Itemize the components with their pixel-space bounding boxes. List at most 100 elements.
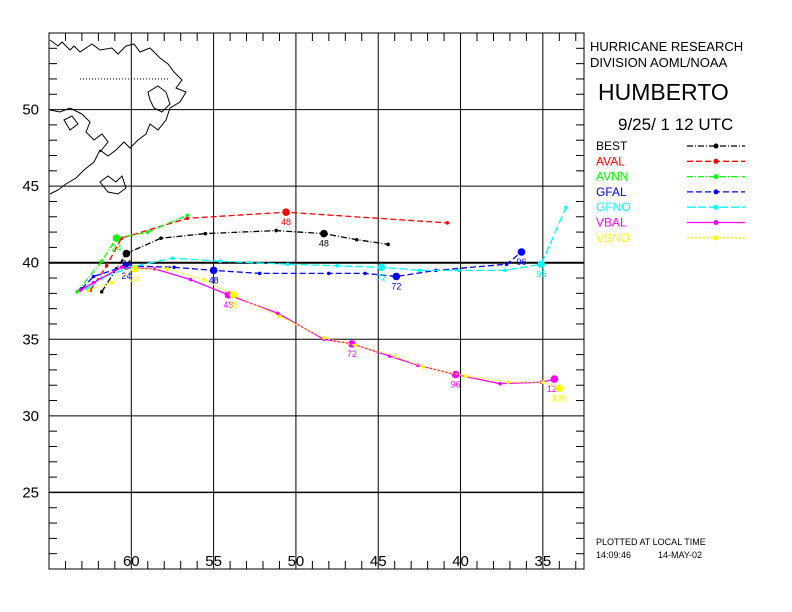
forecast-hour-marker	[550, 375, 559, 383]
series-avnn: 24	[75, 213, 190, 294]
forecast-hour-label: 24	[130, 274, 140, 284]
track-point	[257, 271, 262, 276]
track-point	[274, 228, 278, 233]
forecast-hour-label: 72	[391, 281, 401, 291]
track-point	[498, 381, 502, 386]
track-point	[104, 263, 109, 268]
x-tick-label: 45	[370, 553, 387, 570]
forecast-hour-marker	[209, 266, 218, 275]
track-point	[185, 216, 190, 221]
org-line-1: HURRICANE RESEARCH	[590, 39, 743, 54]
track-point	[564, 205, 568, 210]
track-point	[203, 231, 208, 236]
legend-marker-best	[713, 143, 719, 149]
track-point	[355, 237, 359, 242]
y-tick-label: 25	[22, 484, 39, 501]
track-point	[152, 267, 157, 271]
series-vbno: 24 48 120	[86, 265, 567, 403]
grid	[48, 32, 585, 570]
legend-marker-aval	[713, 158, 719, 164]
legend-label-vbno: VBNO	[596, 231, 630, 245]
track-point	[335, 263, 339, 268]
legend-label-gfno: GFNO	[596, 200, 631, 214]
track-point	[185, 213, 190, 218]
forecast-hour-marker	[130, 265, 139, 273]
forecast-hour-label: 72	[377, 272, 387, 282]
track-point	[457, 268, 461, 273]
track-point	[327, 271, 331, 276]
track-point	[75, 290, 79, 294]
track-line-aval	[89, 211, 448, 291]
init-time: 9/25/ 1 12 UTC	[618, 115, 733, 134]
y-tick-label: 50	[22, 102, 39, 119]
forecast-hour-label: 48	[281, 217, 291, 227]
track-point	[276, 311, 280, 316]
forecast-hour-label: 24	[111, 243, 121, 253]
track-point	[188, 277, 193, 282]
legend-label-vbal: VBAL	[596, 216, 627, 230]
series-aval: 48	[88, 208, 450, 293]
forecast-hour-label: 48	[228, 300, 238, 310]
x-tick-label: 40	[452, 553, 469, 570]
track-point	[86, 288, 91, 293]
track-point	[353, 343, 357, 348]
track-point	[159, 236, 163, 241]
forecast-hour-label: 96	[451, 380, 461, 390]
forecast-hour-label: 48	[209, 275, 219, 285]
org-line-2: DIVISION AOML/NOAA	[590, 55, 728, 70]
track-point	[172, 265, 176, 270]
plot-frame	[48, 32, 585, 570]
track-point	[503, 268, 507, 273]
track-point	[322, 335, 326, 340]
track-point	[201, 277, 206, 282]
forecast-hour-label: 96	[516, 257, 526, 267]
series-best: 24 48	[99, 228, 390, 294]
track-point	[99, 259, 104, 263]
track-point	[119, 265, 124, 270]
forecast-hour-label: 72	[347, 349, 357, 359]
legend-label-best: BEST	[596, 139, 628, 153]
legend-marker-avnn	[713, 174, 719, 180]
track-line-vbno	[88, 268, 560, 389]
track-point	[445, 221, 450, 225]
track-point	[285, 262, 290, 267]
x-tick-label: 60	[123, 553, 140, 570]
track-point	[165, 267, 170, 271]
legend-label-aval: AVAL	[596, 154, 625, 168]
forecast-hour-marker	[377, 263, 386, 272]
forecast-hour-marker	[229, 291, 238, 299]
track-point	[392, 354, 397, 358]
legend-marker-vbno	[713, 235, 719, 241]
x-tick-label: 50	[288, 553, 305, 570]
forecast-hour-marker	[282, 208, 290, 216]
track-line-best	[101, 229, 389, 293]
series-vbal: 48 72 96 120	[78, 265, 562, 394]
plot-time: 14:09:46	[596, 550, 631, 560]
forecast-hour-label: 120	[547, 384, 562, 394]
track-point	[78, 288, 83, 293]
forecast-hour-label: 48	[223, 300, 233, 310]
forecast-hour-label: 24	[121, 271, 131, 281]
track-point	[541, 380, 545, 384]
track-point	[463, 374, 468, 378]
coastline-map	[49, 39, 187, 195]
track-point	[504, 262, 509, 267]
forecast-hour-marker	[537, 260, 545, 269]
forecast-hour-label: 120	[552, 393, 567, 403]
legend-marker-vbal	[713, 220, 719, 225]
plotted-note: PLOTTED AT LOCAL TIME	[596, 537, 706, 547]
forecast-hour-marker	[555, 384, 564, 393]
forecast-hour-marker	[112, 234, 121, 243]
track-line-vbal	[79, 266, 555, 385]
storm-name: HUMBERTO	[598, 79, 729, 105]
x-tick-label: 35	[535, 553, 552, 570]
track-point	[420, 365, 425, 369]
track-point	[91, 274, 96, 279]
y-tick-label: 40	[22, 255, 39, 272]
track-point	[91, 280, 96, 285]
plot-date: 14-MAY-02	[658, 550, 702, 560]
forecast-hour-marker	[320, 229, 328, 238]
track-point	[417, 268, 422, 273]
